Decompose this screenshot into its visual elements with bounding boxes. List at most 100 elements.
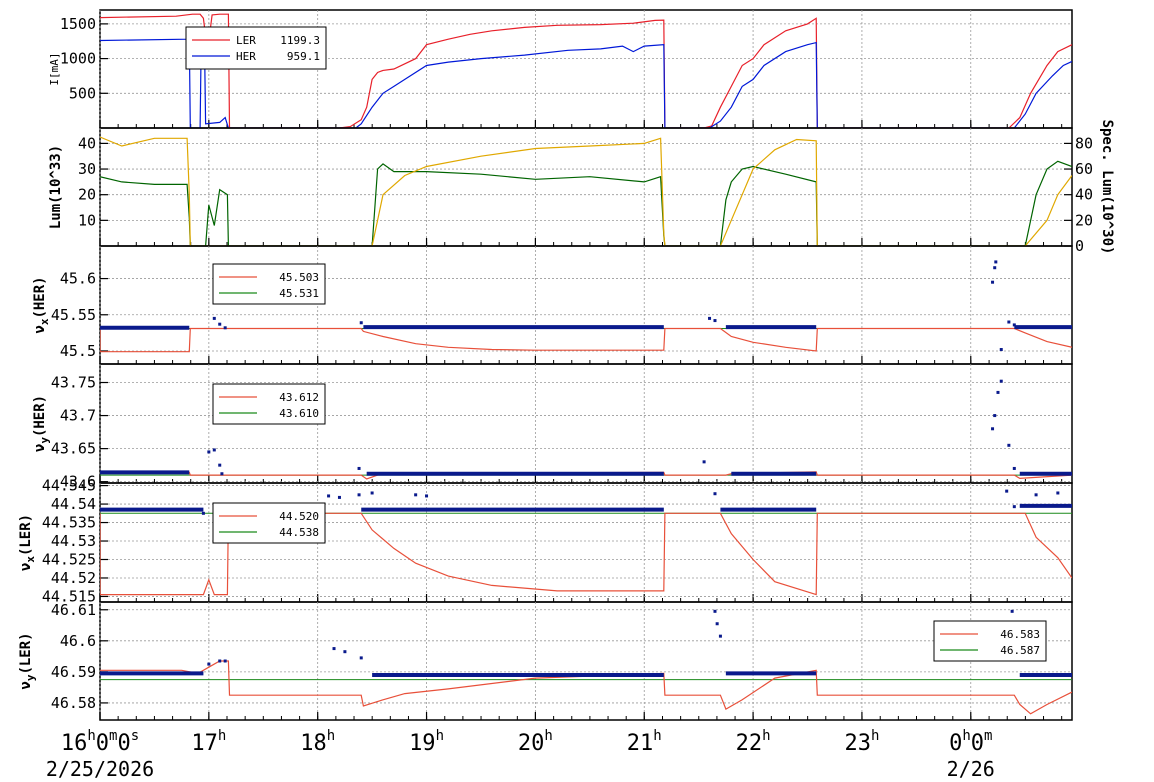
x-tick-label: 22h: [736, 728, 771, 756]
data-point: [1005, 489, 1009, 493]
data-point: [207, 450, 211, 454]
data-point: [991, 427, 995, 431]
y-right-axis-label: Spec. Lum(10^30): [1099, 120, 1115, 255]
y-tick-label: 43.6: [60, 473, 96, 491]
legend-series-name: HER: [236, 50, 256, 63]
data-point: [357, 493, 361, 497]
y-right-tick-label: 40: [1075, 186, 1093, 204]
y-tick-label: 44.525: [42, 551, 96, 569]
data-point: [414, 493, 418, 497]
legend-series-name: LER: [236, 34, 256, 47]
y-axis-label: νx(HER): [32, 276, 51, 333]
legend-value: 44.538: [279, 526, 319, 539]
y-tick-label: 44.535: [42, 514, 96, 532]
legend-value: 44.520: [279, 510, 319, 523]
data-point: [201, 511, 205, 515]
data-point: [996, 390, 1000, 394]
legend-value: 45.503: [279, 271, 319, 284]
legend: 45.503 45.531: [212, 263, 326, 305]
data-point: [1034, 493, 1038, 497]
x-axis-labels: 16h0m0s 17h 18h 19h 20h 21h 22h 23h 0h0m 2/25/202…: [46, 728, 995, 781]
panel-luminosity: 10 20 30 40 0 20 40 60 80 Spec. Lum(10^30): [78, 120, 1115, 255]
data-point: [332, 647, 336, 651]
data-point: [713, 609, 717, 613]
series-line-set: [100, 660, 1072, 715]
data-point: [359, 321, 363, 325]
data-point: [708, 316, 712, 320]
legend-box: [185, 26, 327, 70]
series-line-set: [100, 512, 1072, 596]
y-tick-label: 45.5: [60, 342, 96, 360]
y-tick-label: 46.6: [60, 632, 96, 650]
y-right-tick-label: 20: [1075, 211, 1093, 229]
x-tick-label: 20h: [518, 728, 553, 756]
series-line-set: [100, 327, 1072, 353]
y-tick-label: 43.7: [60, 407, 96, 425]
y-right-tick-label: 0: [1075, 237, 1084, 255]
legend: 46.583 46.587: [933, 620, 1047, 662]
data-point: [357, 466, 361, 470]
y-axis-label: I[mA]: [48, 52, 61, 85]
data-point: [715, 622, 719, 626]
x-tick-label: 23h: [844, 728, 879, 756]
y-tick-label: 30: [78, 160, 96, 178]
x-tick-label: 21h: [627, 728, 662, 756]
legend-box: [212, 502, 326, 544]
y-tick-label: 1000: [60, 50, 96, 68]
data-point: [343, 650, 347, 654]
data-point: [1007, 443, 1011, 447]
y-tick-label: 44.54: [51, 495, 96, 513]
legend-box: [933, 620, 1047, 662]
data-point: [359, 656, 363, 660]
y-axis-label: Lum(10^33): [48, 145, 64, 229]
data-point: [218, 322, 222, 326]
legend-value: 46.583: [1000, 628, 1040, 641]
y-tick-label: 43.65: [51, 440, 96, 458]
data-point: [999, 379, 1003, 383]
y-tick-label: 44.545: [42, 477, 96, 495]
data-point: [218, 463, 222, 467]
data-point: [370, 491, 374, 495]
data-point: [713, 319, 717, 323]
legend-value: 959.1: [287, 50, 320, 63]
data-point: [223, 326, 227, 330]
y-right-tick-label: 80: [1075, 134, 1093, 152]
panel-nuy_her: 43.6 43.65 43.7 43.75 43.612 43.610: [51, 363, 1073, 491]
x-tick-label: 18h: [300, 728, 335, 756]
data-point: [1007, 320, 1011, 324]
legend-value: 1199.3: [280, 34, 320, 47]
x-tick-label: 0h0m: [949, 728, 992, 756]
y-tick-label: 45.6: [60, 270, 96, 288]
y-tick-label: 46.58: [51, 694, 96, 712]
legend-box: [212, 383, 326, 425]
data-point: [999, 348, 1003, 352]
y-tick-label: 45.55: [51, 306, 96, 324]
data-point: [702, 460, 706, 464]
series-line-spec: [100, 136, 1072, 246]
data-point: [425, 494, 429, 498]
y-tick-label: 500: [69, 84, 96, 102]
data-point: [1010, 609, 1014, 613]
panel-nux_her: 45.5 45.55 45.6 45.503 45.531: [51, 245, 1073, 365]
legend: LER 1199.3 HER 959.1: [185, 26, 327, 70]
data-point: [713, 492, 717, 496]
legend: 43.612 43.610: [212, 383, 326, 425]
legend-value: 46.587: [1000, 644, 1040, 657]
y-axis-label: νy(LER): [18, 632, 37, 689]
data-point: [1012, 505, 1016, 509]
data-point: [1056, 491, 1060, 495]
y-axis-label: νx(LER): [18, 514, 37, 571]
y-tick-label: 46.61: [51, 601, 96, 619]
y-tick-label: 46.59: [51, 663, 96, 681]
data-point: [207, 662, 211, 666]
series-line-ler: [100, 13, 1072, 128]
legend-value: 43.612: [279, 391, 319, 404]
data-point: [718, 634, 722, 638]
y-axis-label: νy(HER): [32, 395, 51, 452]
y-right-tick-label: 60: [1075, 160, 1093, 178]
y-tick-label: 43.75: [51, 374, 96, 392]
y-tick-label: 20: [78, 186, 96, 204]
legend-box: [212, 263, 326, 305]
